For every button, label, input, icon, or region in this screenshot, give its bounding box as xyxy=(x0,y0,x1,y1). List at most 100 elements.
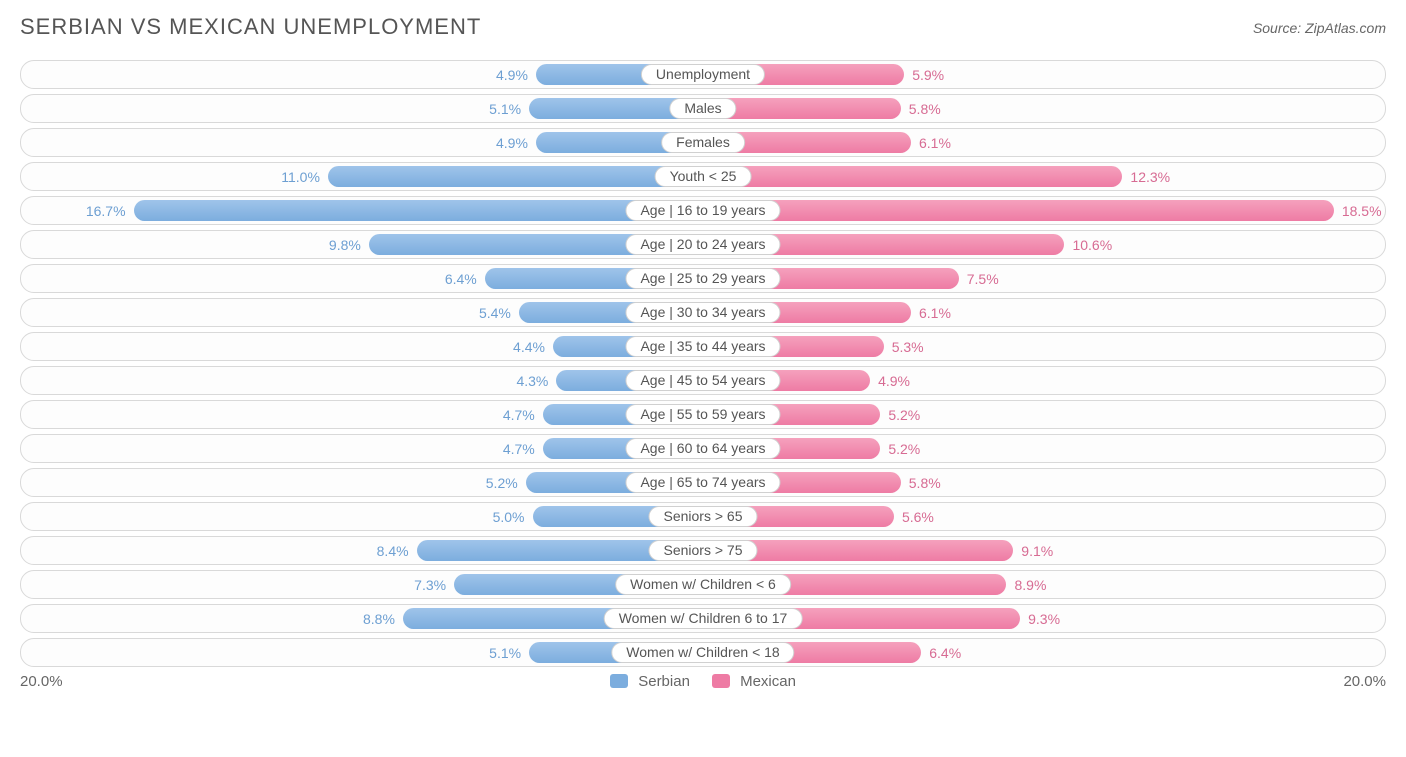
value-left: 5.0% xyxy=(493,503,525,532)
bar-right xyxy=(703,166,1122,187)
legend-label-right: Mexican xyxy=(740,673,796,690)
category-label: Males xyxy=(669,98,736,119)
value-left: 4.4% xyxy=(513,333,545,362)
chart-row: 5.2%5.8%Age | 65 to 74 years xyxy=(20,468,1386,497)
bar-left xyxy=(328,166,703,187)
value-left: 6.4% xyxy=(445,265,477,294)
category-label: Women w/ Children < 18 xyxy=(611,642,794,663)
value-right: 6.1% xyxy=(919,299,951,328)
category-label: Seniors > 65 xyxy=(649,506,758,527)
value-left: 4.7% xyxy=(503,435,535,464)
axis-max-right: 20.0% xyxy=(1326,673,1386,690)
chart-row: 16.7% 18.5% Age | 16 to 19 years xyxy=(20,196,1386,225)
row-track: 11.0%12.3%Youth < 25 xyxy=(20,162,1386,191)
chart-source: Source: ZipAtlas.com xyxy=(1253,20,1386,36)
chart-row: 5.1% 6.4% Women w/ Children < 18 xyxy=(20,638,1386,667)
row-track: 5.1% 5.8% Males xyxy=(20,94,1386,123)
bar-left xyxy=(134,200,703,221)
row-track: 5.4% 6.1% Age | 30 to 34 years xyxy=(20,298,1386,327)
chart-row: 6.4%7.5%Age | 25 to 29 years xyxy=(20,264,1386,293)
row-track: 4.9% 6.1% Females xyxy=(20,128,1386,157)
chart-row: 4.9% 5.9% Unemployment xyxy=(20,60,1386,89)
row-track: 4.9% 5.9% Unemployment xyxy=(20,60,1386,89)
value-right: 18.5% xyxy=(1342,197,1382,226)
row-track: 16.7% 18.5% Age | 16 to 19 years xyxy=(20,196,1386,225)
legend-swatch-left xyxy=(610,674,628,688)
value-left: 5.4% xyxy=(479,299,511,328)
chart-container: SERBIAN VS MEXICAN UNEMPLOYMENT Source: … xyxy=(0,0,1406,700)
category-label: Age | 60 to 64 years xyxy=(625,438,780,459)
row-track: 4.4% 5.3% Age | 35 to 44 years xyxy=(20,332,1386,361)
legend: Serbian Mexican xyxy=(80,673,1326,690)
axis-max-left: 20.0% xyxy=(20,673,80,690)
value-left: 8.4% xyxy=(377,537,409,566)
value-right: 5.3% xyxy=(892,333,924,362)
chart-row: 4.7%5.2%Age | 55 to 59 years xyxy=(20,400,1386,429)
category-label: Age | 30 to 34 years xyxy=(625,302,780,323)
value-left: 4.7% xyxy=(503,401,535,430)
value-left: 8.8% xyxy=(363,605,395,634)
legend-item-right: Mexican xyxy=(712,673,796,690)
bar-right xyxy=(703,200,1334,221)
category-label: Females xyxy=(661,132,745,153)
row-track: 6.4%7.5%Age | 25 to 29 years xyxy=(20,264,1386,293)
row-track: 9.8%10.6%Age | 20 to 24 years xyxy=(20,230,1386,259)
value-right: 9.3% xyxy=(1028,605,1060,634)
row-track: 4.3% 4.9% Age | 45 to 54 years xyxy=(20,366,1386,395)
chart-row: 11.0%12.3%Youth < 25 xyxy=(20,162,1386,191)
chart-row: 5.4% 6.1% Age | 30 to 34 years xyxy=(20,298,1386,327)
value-left: 4.9% xyxy=(496,129,528,158)
chart-footer: 20.0% Serbian Mexican 20.0% xyxy=(20,673,1386,690)
value-right: 12.3% xyxy=(1130,163,1170,192)
category-label: Women w/ Children < 6 xyxy=(615,574,791,595)
value-right: 5.9% xyxy=(912,61,944,90)
value-right: 7.5% xyxy=(967,265,999,294)
category-label: Age | 16 to 19 years xyxy=(625,200,780,221)
value-left: 16.7% xyxy=(86,197,126,226)
value-right: 8.9% xyxy=(1014,571,1046,600)
value-right: 5.6% xyxy=(902,503,934,532)
row-track: 8.4% 9.1% Seniors > 75 xyxy=(20,536,1386,565)
row-track: 7.3% 8.9% Women w/ Children < 6 xyxy=(20,570,1386,599)
chart-row: 8.8% 9.3% Women w/ Children 6 to 17 xyxy=(20,604,1386,633)
chart-row: 4.9% 6.1% Females xyxy=(20,128,1386,157)
chart-title: SERBIAN VS MEXICAN UNEMPLOYMENT xyxy=(20,14,481,40)
category-label: Youth < 25 xyxy=(655,166,752,187)
row-track: 5.1% 6.4% Women w/ Children < 18 xyxy=(20,638,1386,667)
value-right: 5.8% xyxy=(909,95,941,124)
value-right: 5.8% xyxy=(909,469,941,498)
category-label: Age | 35 to 44 years xyxy=(625,336,780,357)
legend-swatch-right xyxy=(712,674,730,688)
header: SERBIAN VS MEXICAN UNEMPLOYMENT Source: … xyxy=(20,14,1386,40)
category-label: Women w/ Children 6 to 17 xyxy=(604,608,803,629)
category-label: Age | 45 to 54 years xyxy=(625,370,780,391)
value-right: 6.1% xyxy=(919,129,951,158)
chart-row: 4.4% 5.3% Age | 35 to 44 years xyxy=(20,332,1386,361)
value-right: 5.2% xyxy=(888,435,920,464)
chart-row: 4.3% 4.9% Age | 45 to 54 years xyxy=(20,366,1386,395)
value-right: 6.4% xyxy=(929,639,961,668)
value-left: 4.9% xyxy=(496,61,528,90)
chart-row: 4.7% 5.2% Age | 60 to 64 years xyxy=(20,434,1386,463)
value-right: 9.1% xyxy=(1021,537,1053,566)
row-track: 5.2%5.8%Age | 65 to 74 years xyxy=(20,468,1386,497)
row-track: 4.7%5.2%Age | 55 to 59 years xyxy=(20,400,1386,429)
value-left: 5.1% xyxy=(489,639,521,668)
chart-row: 5.0% 5.6% Seniors > 65 xyxy=(20,502,1386,531)
chart-row: 9.8%10.6%Age | 20 to 24 years xyxy=(20,230,1386,259)
legend-item-left: Serbian xyxy=(610,673,690,690)
value-left: 5.1% xyxy=(489,95,521,124)
category-label: Unemployment xyxy=(641,64,765,85)
row-track: 5.0% 5.6% Seniors > 65 xyxy=(20,502,1386,531)
value-left: 5.2% xyxy=(486,469,518,498)
value-left: 9.8% xyxy=(329,231,361,260)
value-left: 4.3% xyxy=(516,367,548,396)
row-track: 8.8% 9.3% Women w/ Children 6 to 17 xyxy=(20,604,1386,633)
value-right: 4.9% xyxy=(878,367,910,396)
value-left: 7.3% xyxy=(414,571,446,600)
category-label: Age | 55 to 59 years xyxy=(625,404,780,425)
chart-row: 7.3% 8.9% Women w/ Children < 6 xyxy=(20,570,1386,599)
chart-row: 5.1% 5.8% Males xyxy=(20,94,1386,123)
category-label: Seniors > 75 xyxy=(649,540,758,561)
category-label: Age | 20 to 24 years xyxy=(625,234,780,255)
